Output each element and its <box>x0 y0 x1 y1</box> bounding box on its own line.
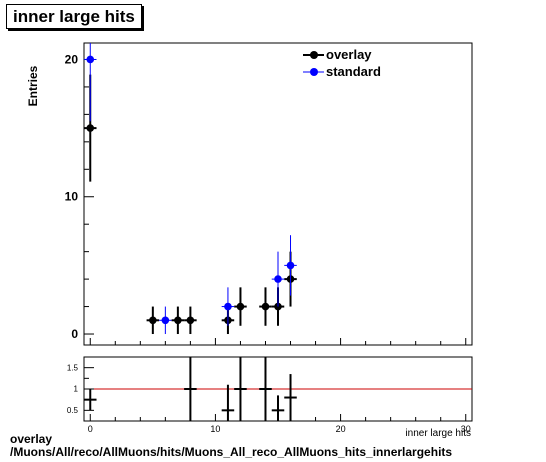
y-tick-label: 0.5 <box>67 406 79 415</box>
y-tick-label: 1 <box>74 385 79 394</box>
legend-overlay-label: overlay <box>326 47 372 62</box>
footer-caption: overlay /Muons/All/reco/AllMuons/hits/Mu… <box>10 433 452 459</box>
data-point <box>274 275 282 283</box>
data-point <box>161 316 170 325</box>
main-plot-frame <box>83 42 473 346</box>
ratio-plot-panel: 0 10 20 30 0.5 1 1.5 inner large hits <box>67 356 473 439</box>
x-tick-label: 10 <box>210 424 220 434</box>
data-point <box>86 124 95 132</box>
data-point <box>186 316 195 325</box>
data-point <box>261 302 270 311</box>
main-x-ticks <box>89 338 467 345</box>
x-tick-label: 20 <box>336 424 346 434</box>
legend-overlay-marker <box>310 51 318 59</box>
ratio-data-points <box>84 357 297 421</box>
x-tick-label: 30 <box>461 424 471 434</box>
x-tick-label: 0 <box>88 424 93 434</box>
data-point <box>86 55 95 64</box>
main-y-ticks: 0 10 20 <box>65 52 94 341</box>
ratio-y-ticks: 0.5 1 1.5 <box>67 356 94 422</box>
data-point <box>286 261 295 270</box>
y-tick-label: 10 <box>65 190 79 204</box>
footer-line-2: /Muons/All/reco/AllMuons/hits/Muons_All_… <box>10 445 453 459</box>
y-tick-label: 1.5 <box>67 363 79 372</box>
histogram-title: inner large hits <box>6 4 142 29</box>
footer-line-1: overlay <box>10 432 53 446</box>
data-point <box>149 316 157 325</box>
y-axis-label: Entries <box>26 65 40 106</box>
x-axis-label: inner large hits <box>405 428 471 439</box>
data-point <box>274 302 282 311</box>
main-data-points <box>84 43 297 335</box>
legend-standard-label: standard <box>326 64 381 79</box>
data-point <box>224 302 232 311</box>
y-tick-label: 0 <box>71 327 78 341</box>
legend-standard-marker <box>310 68 318 76</box>
data-point <box>236 302 245 311</box>
y-tick-label: 20 <box>65 52 79 66</box>
main-plot-panel: 0 10 20 Entries overlay standard <box>26 42 473 346</box>
legend: overlay standard <box>303 47 381 79</box>
data-point <box>174 316 182 325</box>
